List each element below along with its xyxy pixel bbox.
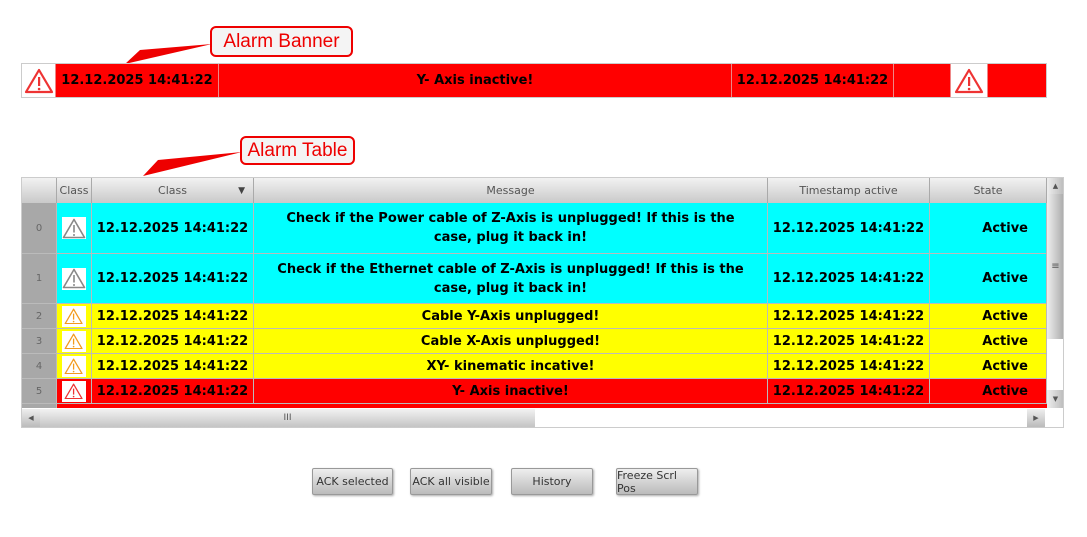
timestamp-cell: 12.12.2025 14:41:22 <box>768 254 930 303</box>
banner-arrow <box>125 44 212 64</box>
row-index: 4 <box>22 354 57 378</box>
scroll-down-button[interactable]: ▼ <box>1047 390 1063 408</box>
message-cell: Check if the Power cable of Z-Axis is un… <box>254 203 768 253</box>
warning-red-icon <box>62 380 86 402</box>
table-row[interactable]: 0 12.12.2025 14:41:22 Check if the Power… <box>22 203 1047 254</box>
header-class[interactable]: Class ▼ <box>92 178 254 203</box>
header-index <box>22 178 57 203</box>
class-icon-cell <box>57 254 92 303</box>
scroll-right-button[interactable]: ▶ <box>1027 409 1045 427</box>
header-class-label: Class <box>158 184 187 197</box>
alarm-banner-callout: Alarm Banner <box>210 26 353 57</box>
message-cell: XY- kinematic incative! <box>254 354 768 378</box>
warning-gray-icon <box>62 217 86 239</box>
state-cell: Active <box>930 304 1047 328</box>
row-index: 2 <box>22 304 57 328</box>
class-time-cell: 12.12.2025 14:41:22 <box>92 354 254 378</box>
timestamp-cell: 12.12.2025 14:41:22 <box>768 329 930 353</box>
scroll-left-button[interactable]: ◀ <box>22 409 40 427</box>
callout-arrows <box>125 44 242 176</box>
warning-orange-icon <box>62 355 86 377</box>
class-time-cell: 12.12.2025 14:41:22 <box>92 304 254 328</box>
state-cell: Active <box>930 329 1047 353</box>
table-row[interactable]: 5 12.12.2025 14:41:22 Y- Axis inactive! … <box>22 379 1047 404</box>
state-cell: Active <box>930 254 1047 303</box>
horizontal-scrollbar[interactable]: ◀ III ▶ <box>22 408 1047 427</box>
alarm-table-callout: Alarm Table <box>240 136 355 165</box>
table-row[interactable]: 1 12.12.2025 14:41:22 Check if the Ether… <box>22 254 1047 304</box>
sort-down-icon[interactable]: ▼ <box>238 185 245 196</box>
table-row[interactable]: 4 12.12.2025 14:41:22 XY- kinematic inca… <box>22 354 1047 379</box>
warning-red-icon <box>951 64 988 97</box>
header-message[interactable]: Message <box>254 178 768 203</box>
table-row[interactable]: 3 12.12.2025 14:41:22 Cable X-Axis unplu… <box>22 329 1047 354</box>
history-button[interactable]: History <box>511 468 593 495</box>
state-cell: Active <box>930 354 1047 378</box>
class-icon-cell <box>57 379 92 403</box>
banner-timestamp-active: 12.12.2025 14:41:22 <box>732 64 894 97</box>
state-cell: Active <box>930 379 1047 403</box>
message-cell: Cable X-Axis unplugged! <box>254 329 768 353</box>
message-cell: Check if the Ethernet cable of Z-Axis is… <box>254 254 768 303</box>
class-icon-cell <box>57 304 92 328</box>
table-arrow <box>143 152 242 176</box>
ack-selected-button[interactable]: ACK selected <box>312 468 393 495</box>
timestamp-cell: 12.12.2025 14:41:22 <box>768 304 930 328</box>
warning-orange-icon <box>62 330 86 352</box>
warning-orange-icon <box>62 305 86 327</box>
warning-gray-icon <box>62 267 86 290</box>
header-state[interactable]: State <box>930 178 1047 203</box>
vertical-scrollbar[interactable]: ▲ ≡ ▼ <box>1047 178 1063 408</box>
row-index: 3 <box>22 329 57 353</box>
class-icon-cell <box>57 203 92 253</box>
row-index: 5 <box>22 379 57 403</box>
class-icon-cell <box>57 329 92 353</box>
timestamp-cell: 12.12.2025 14:41:22 <box>768 354 930 378</box>
banner-empty <box>894 64 951 97</box>
message-cell: Cable Y-Axis unplugged! <box>254 304 768 328</box>
banner-timestamp: 12.12.2025 14:41:22 <box>56 64 219 97</box>
class-time-cell: 12.12.2025 14:41:22 <box>92 254 254 303</box>
freeze-scroll-position-button[interactable]: Freeze Scrl Pos <box>616 468 698 495</box>
class-time-cell: 12.12.2025 14:41:22 <box>92 379 254 403</box>
warning-red-icon <box>22 64 56 97</box>
alarm-banner[interactable]: 12.12.2025 14:41:22 Y- Axis inactive! 12… <box>21 63 1047 98</box>
header-timestamp[interactable]: Timestamp active <box>768 178 930 203</box>
row-index: 1 <box>22 254 57 303</box>
state-cell: Active <box>930 203 1047 253</box>
table-row[interactable]: 2 12.12.2025 14:41:22 Cable Y-Axis unplu… <box>22 304 1047 329</box>
class-time-cell: 12.12.2025 14:41:22 <box>92 329 254 353</box>
banner-message: Y- Axis inactive! <box>219 64 732 97</box>
alarm-table: Class Class ▼ Message Timestamp active St… <box>21 177 1064 428</box>
row-index: 0 <box>22 203 57 253</box>
vertical-scroll-thumb[interactable]: ≡ <box>1047 194 1063 339</box>
horizontal-scroll-thumb[interactable]: III <box>40 409 535 427</box>
timestamp-cell: 12.12.2025 14:41:22 <box>768 379 930 403</box>
header-class-icon[interactable]: Class <box>57 178 92 203</box>
timestamp-cell: 12.12.2025 14:41:22 <box>768 203 930 253</box>
ack-all-visible-button[interactable]: ACK all visible <box>410 468 492 495</box>
message-cell: Y- Axis inactive! <box>254 379 768 403</box>
class-icon-cell <box>57 354 92 378</box>
class-time-cell: 12.12.2025 14:41:22 <box>92 203 254 253</box>
scroll-up-button[interactable]: ▲ <box>1047 178 1063 194</box>
